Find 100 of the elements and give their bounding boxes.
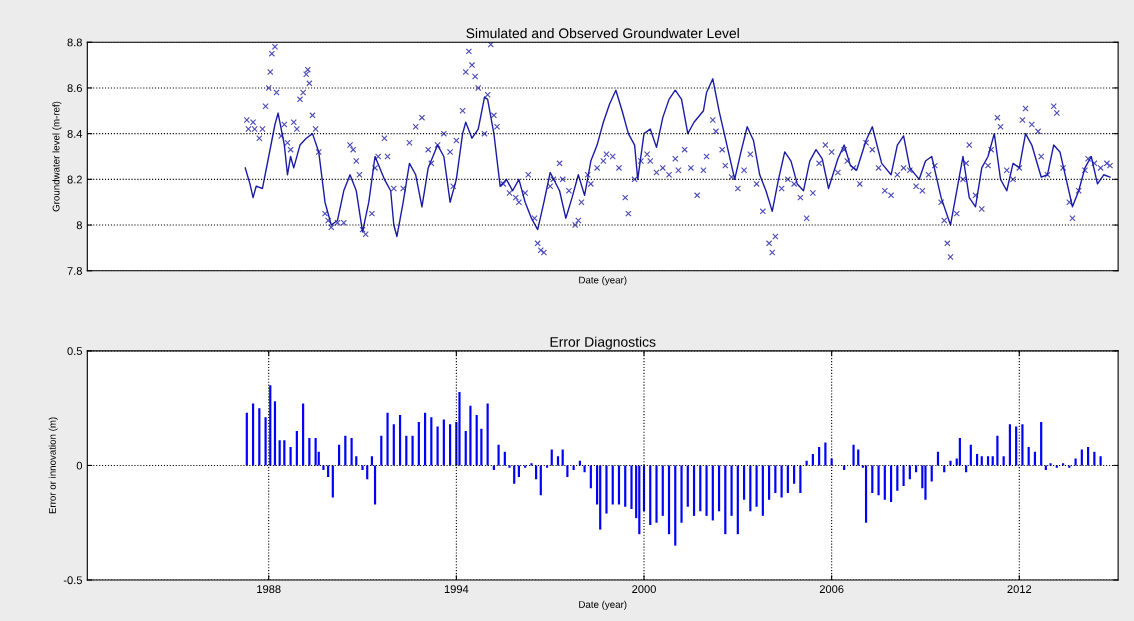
- x-tick-label: 2012: [1007, 585, 1032, 594]
- bar: [611, 465, 614, 505]
- line-series: [244, 78, 1111, 238]
- bar: [572, 465, 575, 471]
- bar: [508, 465, 511, 468]
- bar: [278, 440, 281, 466]
- bar: [857, 449, 860, 466]
- bar: [761, 465, 764, 516]
- y-tick-label: 8.4: [67, 129, 83, 138]
- chart-title: Simulated and Observed Groundwater Level: [466, 28, 739, 39]
- bar: [497, 444, 500, 466]
- bar: [492, 465, 495, 471]
- bar: [1049, 463, 1052, 466]
- bar: [458, 392, 461, 466]
- bar: [980, 456, 983, 466]
- bar: [924, 465, 927, 500]
- y-tick-label: 8.8: [67, 38, 82, 47]
- bar: [949, 460, 952, 466]
- bar: [1099, 456, 1102, 466]
- y-axis-title: Groundwater level (m-ref): [52, 101, 62, 212]
- bar: [469, 405, 472, 466]
- bar: [449, 424, 452, 466]
- bar: [864, 465, 868, 523]
- bar: [517, 465, 520, 477]
- bar: [589, 465, 592, 489]
- bar: [730, 465, 733, 516]
- bar: [442, 419, 445, 466]
- bar: [896, 465, 899, 491]
- bar: [605, 465, 608, 514]
- bar: [852, 444, 855, 466]
- chart-title: Error Diagnostics: [550, 336, 656, 350]
- bar: [1080, 449, 1083, 466]
- bar: [561, 449, 564, 466]
- bar: [724, 465, 727, 535]
- bar: [373, 465, 377, 505]
- y-tick-label: 8.6: [67, 84, 82, 93]
- bar: [545, 465, 549, 468]
- bar: [624, 465, 627, 507]
- bar: [680, 465, 683, 523]
- bar: [843, 465, 846, 471]
- bar: [686, 465, 689, 507]
- bar: [1044, 465, 1047, 471]
- x-tick-label: 1994: [444, 585, 469, 594]
- bar: [524, 465, 527, 468]
- bar: [308, 437, 311, 466]
- bar: [370, 456, 374, 466]
- bar: [649, 465, 652, 526]
- bar: [530, 463, 533, 466]
- bar: [258, 408, 261, 466]
- x-axis-title: Date (year): [579, 276, 627, 286]
- bar: [1027, 447, 1030, 466]
- bar: [958, 437, 961, 466]
- bar: [1040, 421, 1043, 466]
- bar: [245, 412, 248, 466]
- y-tick-label: 8.2: [67, 175, 82, 184]
- bar: [793, 465, 796, 484]
- y-tick-label: 0.5: [67, 347, 82, 355]
- bar: [705, 465, 708, 516]
- bar: [480, 428, 483, 466]
- bar: [355, 456, 358, 466]
- bar: [392, 424, 395, 466]
- bar: [556, 456, 560, 466]
- bar: [386, 412, 389, 466]
- bar: [366, 465, 369, 480]
- bar: [475, 415, 478, 466]
- bar: [1002, 456, 1005, 466]
- x-tick-label: 2006: [819, 585, 844, 594]
- bar: [674, 465, 677, 546]
- x-tick-label: 2000: [632, 585, 656, 594]
- bar: [273, 401, 277, 466]
- bar: [818, 447, 821, 466]
- bar: [749, 465, 752, 512]
- bar: [327, 465, 330, 477]
- y-tick-label: 8: [76, 221, 82, 230]
- bar: [667, 465, 671, 535]
- bar: [583, 465, 586, 473]
- bar: [1074, 458, 1077, 466]
- bar: [1008, 424, 1012, 466]
- bar: [566, 465, 569, 477]
- bar: [661, 465, 664, 516]
- bar: [655, 465, 658, 523]
- y-tick-label: 0: [76, 461, 83, 470]
- bar: [417, 421, 420, 466]
- x-axis-title: Date (year): [579, 600, 627, 610]
- bar: [908, 465, 911, 480]
- bar: [630, 465, 633, 509]
- bar: [736, 465, 739, 535]
- bar: [535, 465, 538, 480]
- bar: [889, 465, 893, 503]
- y-tick-label: -0.5: [63, 576, 82, 585]
- bar: [774, 465, 777, 493]
- bar: [269, 385, 272, 466]
- bar: [638, 465, 641, 535]
- x-tick-label: 1988: [257, 585, 281, 594]
- bar: [430, 417, 433, 466]
- bar: [1087, 447, 1090, 466]
- bar: [902, 465, 905, 487]
- bar: [361, 465, 364, 471]
- bar: [550, 449, 553, 466]
- bar: [755, 465, 758, 507]
